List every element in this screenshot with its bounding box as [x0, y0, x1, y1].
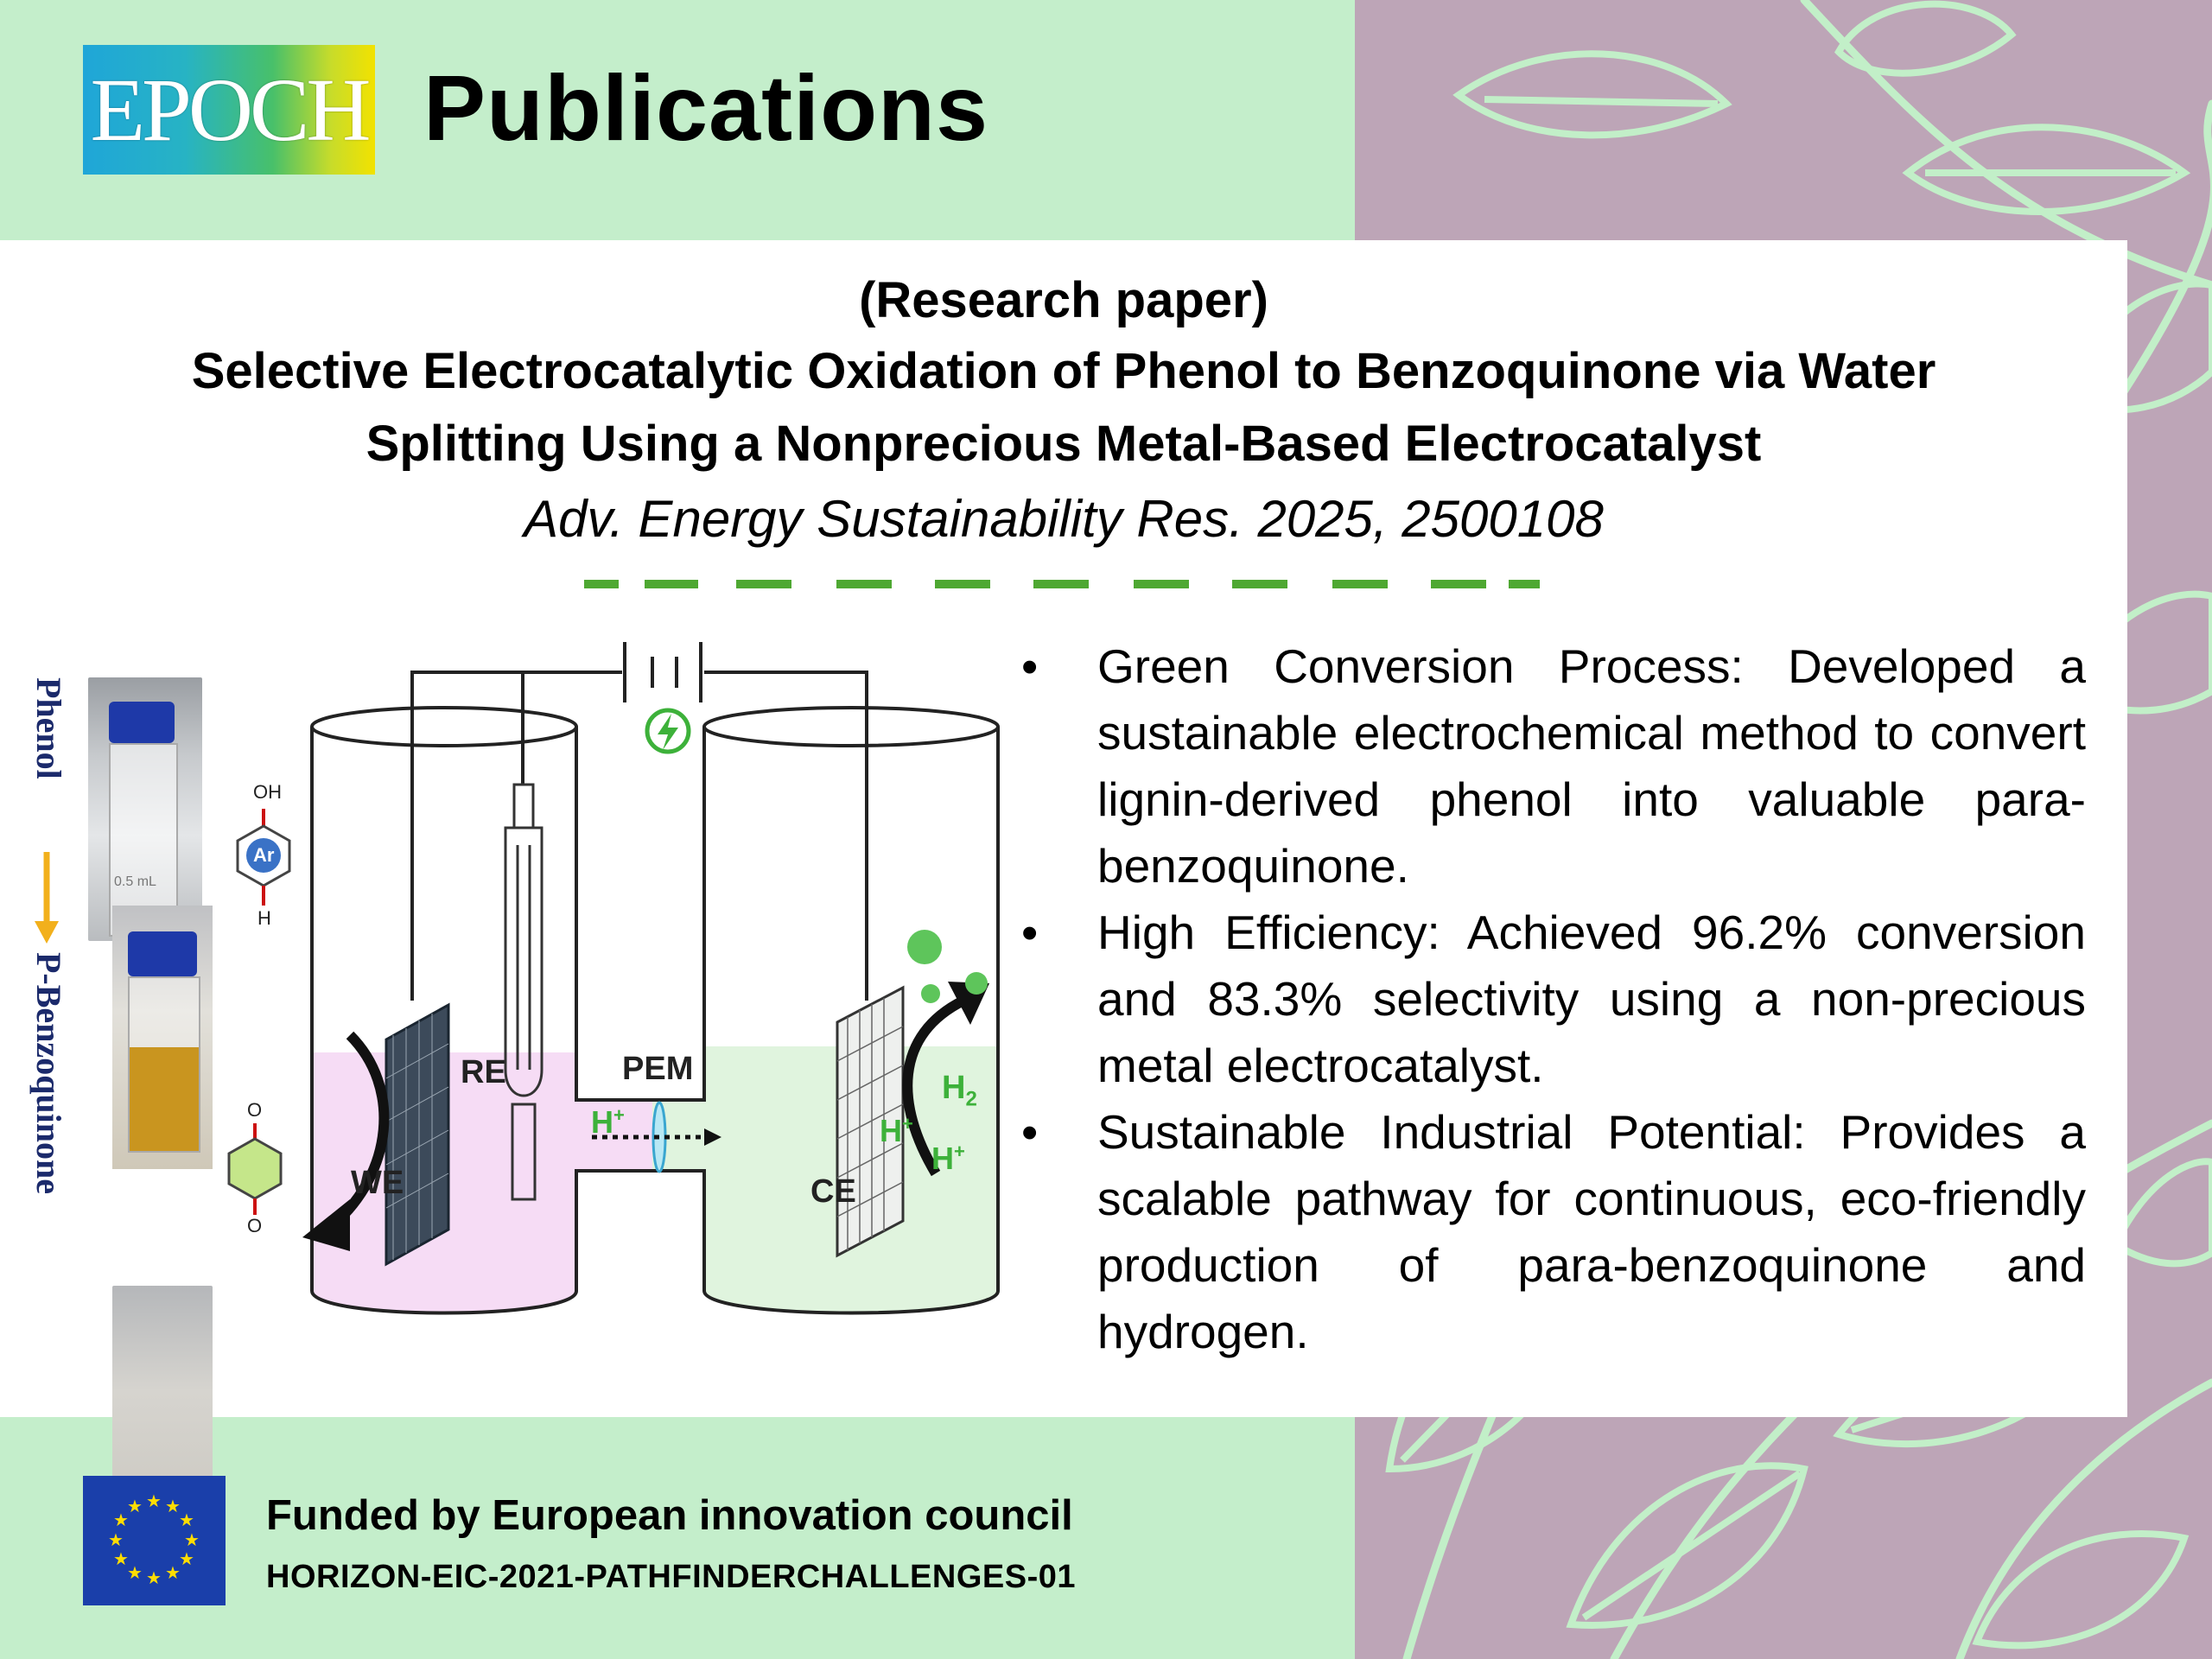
pem-label: PEM [622, 1051, 694, 1087]
benzoquinone-molecule [227, 1123, 283, 1215]
h-plus-label-anode: H+ [591, 1104, 625, 1140]
o-top-label: O [247, 1099, 263, 1121]
svg-text:★: ★ [146, 1491, 162, 1511]
page-title: Publications [423, 55, 989, 160]
paper-title-line2: Splitting Using a Nonprecious Metal-Base… [365, 416, 1762, 472]
svg-text:★: ★ [146, 1567, 162, 1588]
product-vial-body [128, 976, 200, 1153]
svg-text:★: ★ [165, 1562, 181, 1583]
svg-text:★: ★ [179, 1548, 194, 1569]
electrolysis-figure: 0.5 mL Phenol P-Benzoquinone [0, 620, 1020, 1549]
content-panel: (Research paper) Selective Electrocataly… [0, 240, 2127, 1549]
we-label: WE [351, 1165, 404, 1201]
grant-code: HORIZON-EIC-2021-PATHFINDERCHALLENGES-01 [266, 1559, 1077, 1595]
down-arrow-icon [35, 852, 59, 944]
paper-title-line1: Selective Electrocatalytic Oxidation of … [191, 343, 1936, 399]
eu-flag-icon: ★ ★ ★ ★ ★ ★ ★ ★ ★ ★ ★ ★ [83, 1476, 226, 1605]
paper-type-label: (Research paper) [859, 272, 1268, 328]
vial-mark: 0.5 mL [114, 874, 156, 889]
svg-text:★: ★ [127, 1496, 143, 1516]
re-label: RE [461, 1054, 506, 1090]
product-liquid [130, 1047, 199, 1151]
svg-text:★: ★ [113, 1548, 129, 1569]
product-vial-cap [128, 931, 197, 976]
svg-text:★: ★ [113, 1510, 129, 1530]
h2-bubble [907, 930, 942, 964]
svg-text:★: ★ [127, 1562, 143, 1583]
epoch-logo: EPOCH [83, 45, 375, 175]
paper-citation: Adv. Energy Sustainability Res. 2025, 25… [524, 490, 1604, 548]
highlights-list: • Green Conversion Process: Developed a s… [1021, 633, 2086, 1365]
svg-text:★: ★ [108, 1529, 124, 1550]
dashed-divider [584, 580, 1540, 588]
funding-statement: Funded by European innovation council [266, 1492, 1073, 1539]
phenol-label: Phenol [29, 677, 68, 779]
phenol-vial-photo: 0.5 mL [88, 677, 202, 941]
highlight-item: • Green Conversion Process: Developed a s… [1021, 639, 2086, 893]
h-plus-label-cathode-1: H+ [880, 1113, 913, 1148]
vial-cap [109, 702, 175, 743]
power-icon [645, 708, 691, 754]
benzoquinone-label: P-Benzoquinone [29, 952, 68, 1195]
oxidation-arrow [329, 1031, 390, 1230]
highlight-item: • High Efficiency: Achieved 96.2% convers… [1021, 906, 2086, 1092]
phenol-molecule [236, 809, 291, 906]
ar-label: Ar [253, 844, 275, 866]
h2-evolution-arrow [902, 995, 966, 1177]
working-electrode [385, 1002, 450, 1267]
highlight-item: • Sustainable Industrial Potential: Provi… [1021, 1105, 2086, 1358]
h2-label: H2 [942, 1070, 977, 1111]
h-plus-label-cathode-2: H+ [931, 1141, 965, 1176]
svg-text:★: ★ [179, 1510, 194, 1530]
oh-label: OH [253, 781, 282, 803]
o-bottom-label: O [247, 1215, 263, 1236]
svg-text:★: ★ [165, 1496, 181, 1516]
ce-label: CE [810, 1173, 856, 1210]
cell-schematic [227, 642, 1000, 1315]
logo-text: EPOCH [90, 60, 372, 160]
product-vial-photo [112, 906, 213, 1169]
h-atom-label: H [257, 907, 271, 929]
svg-text:★: ★ [184, 1529, 200, 1550]
